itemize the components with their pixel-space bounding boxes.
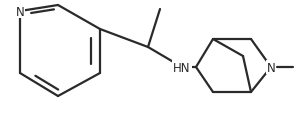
Text: N: N bbox=[267, 61, 275, 74]
Text: N: N bbox=[16, 5, 24, 18]
Text: HN: HN bbox=[173, 61, 191, 74]
